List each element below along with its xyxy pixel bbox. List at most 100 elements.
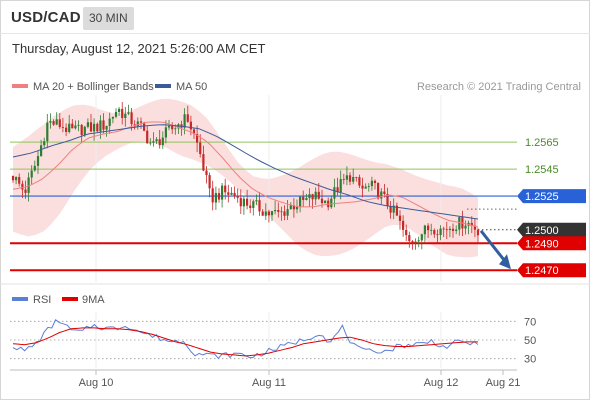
ma50-legend-label: MA 50 xyxy=(176,81,207,93)
rsi-tick-30: 30 xyxy=(524,354,536,366)
candle-body xyxy=(139,121,143,123)
rsi-9ma-line xyxy=(12,327,478,357)
candle-body xyxy=(470,222,473,226)
candle-body xyxy=(280,211,283,213)
candle-body xyxy=(295,206,299,210)
candle-body xyxy=(270,211,274,216)
timeframe-button[interactable]: 30 MIN xyxy=(83,7,134,30)
rsi-panel: 70 50 30 xyxy=(10,316,536,366)
candle-body xyxy=(46,122,49,142)
candle-body xyxy=(55,119,58,125)
x-tick-label: Aug 10 xyxy=(79,377,114,389)
candle-body xyxy=(361,185,364,189)
candle-body xyxy=(336,187,339,193)
candle-body xyxy=(389,206,392,213)
level-tag-1.2470 xyxy=(517,263,586,278)
candle-body xyxy=(451,228,455,231)
candle-body xyxy=(196,134,199,143)
x-tick-label: Aug 12 xyxy=(424,377,459,389)
candle-body xyxy=(96,123,99,132)
candle-body xyxy=(149,142,152,144)
candle-body xyxy=(158,139,161,146)
candle-body xyxy=(105,125,108,130)
candle-body xyxy=(373,180,377,183)
level-label-1.2490: 1.2490 xyxy=(525,238,559,250)
candle-body xyxy=(192,129,196,134)
candle-body xyxy=(277,210,280,212)
candle-body xyxy=(370,180,373,187)
candle-body xyxy=(249,205,252,208)
candle-body xyxy=(292,205,295,210)
candle-body xyxy=(61,127,64,128)
candle-body xyxy=(127,112,130,114)
rsi-legend-swatch xyxy=(12,297,28,301)
candle-body xyxy=(302,196,305,200)
candle-body xyxy=(202,154,205,171)
candle-body xyxy=(77,124,80,126)
candle-body xyxy=(274,210,277,212)
candle-body xyxy=(199,142,202,154)
candle-body xyxy=(224,185,227,193)
level-label-1.2525: 1.2525 xyxy=(525,191,559,203)
x-tick-label: Aug 21 xyxy=(486,377,521,389)
candle-body xyxy=(208,175,211,189)
candle-body xyxy=(155,139,158,142)
candle-body xyxy=(348,175,352,182)
ma20-legend-label: MA 20 + Bollinger Bands xyxy=(33,81,154,93)
candle-body xyxy=(217,193,221,200)
candle-body xyxy=(15,177,18,181)
candle-body xyxy=(442,228,445,230)
candle-body xyxy=(114,112,118,117)
candle-body xyxy=(239,197,242,207)
price-levels xyxy=(10,141,517,272)
candle-body xyxy=(405,229,408,236)
candle-body xyxy=(146,130,149,144)
candle-body xyxy=(189,121,192,130)
ma50-legend-swatch xyxy=(155,84,171,88)
candle-body xyxy=(11,175,15,181)
candle-body xyxy=(143,122,146,131)
candle-body xyxy=(186,114,189,122)
candle-body xyxy=(152,141,155,143)
candle-body xyxy=(242,198,245,207)
candle-body xyxy=(58,119,61,127)
candle-body xyxy=(317,191,320,199)
level-label-1.2470: 1.2470 xyxy=(525,265,559,277)
candle-body xyxy=(205,170,208,176)
candle-body xyxy=(433,230,436,235)
arrow-shaft xyxy=(479,229,507,263)
candle-body xyxy=(93,123,96,132)
candle-body xyxy=(305,198,308,200)
rsi-legend-label: RSI xyxy=(33,294,51,306)
candle-body xyxy=(364,186,367,189)
candle-body xyxy=(430,230,433,231)
candle-body xyxy=(314,191,317,200)
candle-body xyxy=(43,141,46,146)
candle-body xyxy=(342,179,345,180)
candle-body xyxy=(171,126,174,130)
candle-body xyxy=(18,177,21,184)
candle-body xyxy=(289,205,292,210)
candle-body xyxy=(80,124,83,136)
candle-body xyxy=(83,126,86,136)
candle-body xyxy=(427,225,430,231)
ma9-legend-swatch xyxy=(62,297,78,301)
candle-body xyxy=(118,108,121,112)
candle-body xyxy=(377,183,380,199)
candle-body xyxy=(308,194,311,199)
projection-arrow xyxy=(479,229,511,270)
candle-body xyxy=(464,225,467,229)
candle-body xyxy=(230,192,233,195)
candle-body xyxy=(408,235,411,242)
candle-body xyxy=(74,125,77,129)
candle-body xyxy=(286,209,289,216)
candle-body xyxy=(423,225,426,235)
level-tag-1.2500 xyxy=(517,222,586,237)
candle-body xyxy=(367,186,370,187)
level-tag-1.2525 xyxy=(517,189,586,204)
candle-body xyxy=(476,229,480,236)
candle-body xyxy=(414,241,417,243)
arrow-head xyxy=(499,254,511,270)
candle-body xyxy=(108,118,111,126)
